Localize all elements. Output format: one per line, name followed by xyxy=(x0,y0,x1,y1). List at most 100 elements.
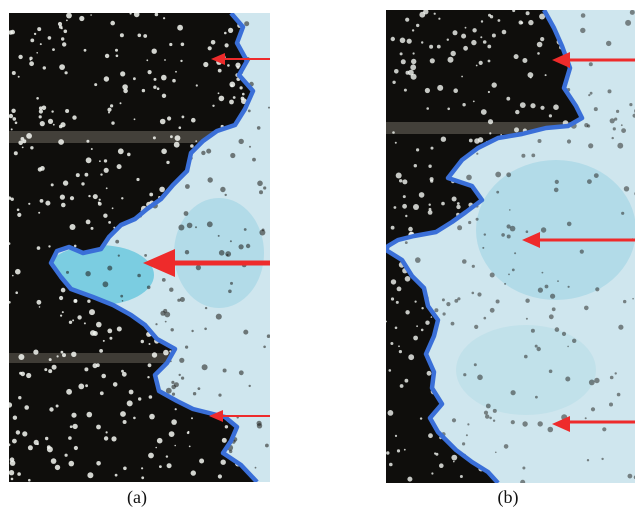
pore xyxy=(10,29,15,35)
pore xyxy=(394,141,397,144)
pore xyxy=(454,299,459,303)
pore xyxy=(402,203,407,209)
pore xyxy=(428,203,431,206)
pore xyxy=(450,321,455,326)
pore xyxy=(104,53,110,59)
pore xyxy=(30,38,35,43)
pore xyxy=(540,37,545,42)
pore xyxy=(240,96,245,101)
pore xyxy=(228,289,232,294)
pore xyxy=(29,56,33,60)
pore xyxy=(252,157,256,162)
pore xyxy=(229,99,234,105)
pore xyxy=(428,164,432,168)
pore xyxy=(83,48,87,52)
pore xyxy=(175,70,177,73)
photo-panel-b xyxy=(386,10,635,483)
pore xyxy=(403,88,407,92)
pore xyxy=(161,74,167,81)
pore xyxy=(122,420,127,424)
pore xyxy=(89,309,95,316)
gray-band-a2 xyxy=(9,353,270,363)
pore xyxy=(59,194,65,200)
pore xyxy=(489,416,492,420)
pore xyxy=(614,117,618,121)
pore xyxy=(588,379,595,386)
pore xyxy=(121,197,124,200)
pore xyxy=(257,180,263,187)
pore xyxy=(102,339,105,342)
pore xyxy=(420,328,424,332)
pore xyxy=(510,420,515,425)
pore xyxy=(536,346,541,352)
pore xyxy=(58,139,64,145)
pore xyxy=(9,460,16,466)
pore xyxy=(245,243,251,249)
pore xyxy=(168,431,175,437)
pore xyxy=(161,93,167,99)
pore xyxy=(520,21,524,25)
pore xyxy=(476,152,479,155)
pore xyxy=(413,335,418,341)
pore xyxy=(394,69,399,74)
pore xyxy=(238,138,244,145)
pore xyxy=(149,192,154,197)
pore xyxy=(16,208,20,212)
pore xyxy=(579,249,584,254)
pore xyxy=(137,33,142,38)
pore xyxy=(45,200,51,206)
pore xyxy=(116,164,122,170)
pore xyxy=(98,198,101,201)
pore xyxy=(188,445,191,448)
pore xyxy=(392,80,396,85)
pore xyxy=(436,44,441,49)
pore xyxy=(121,369,124,373)
pore xyxy=(554,327,560,332)
pore xyxy=(60,287,66,293)
pore xyxy=(508,273,510,276)
pore xyxy=(100,173,103,176)
pore xyxy=(390,279,397,285)
pore xyxy=(18,54,23,60)
arrow-middle-a xyxy=(143,249,270,277)
pore xyxy=(10,128,13,131)
pore xyxy=(429,44,434,49)
pore xyxy=(496,190,500,194)
pore xyxy=(52,48,55,51)
pore xyxy=(10,477,14,481)
pore xyxy=(595,287,600,292)
pore xyxy=(430,316,433,318)
pore xyxy=(133,416,136,420)
pore xyxy=(515,109,520,115)
pore xyxy=(133,13,140,18)
pore xyxy=(212,104,215,108)
pore xyxy=(165,387,172,394)
pore xyxy=(180,42,185,47)
pore xyxy=(398,350,402,354)
pore xyxy=(133,118,136,121)
pore xyxy=(141,476,145,480)
pore xyxy=(242,92,245,96)
pore xyxy=(393,206,397,209)
pore xyxy=(86,139,90,143)
pore xyxy=(519,102,526,108)
pore xyxy=(60,314,63,317)
pore xyxy=(21,146,24,149)
pore xyxy=(120,71,126,77)
pore xyxy=(427,210,433,215)
pore xyxy=(586,459,590,462)
arrow-bottom-b xyxy=(552,416,635,432)
pore xyxy=(166,160,170,165)
pore xyxy=(96,424,101,430)
pore xyxy=(38,106,43,110)
pore xyxy=(461,33,467,39)
pore xyxy=(480,20,484,23)
pore xyxy=(464,26,467,29)
pore xyxy=(206,221,213,228)
pore xyxy=(192,392,197,396)
pore xyxy=(81,182,85,186)
pore xyxy=(495,299,500,304)
pore xyxy=(170,328,174,332)
pore xyxy=(475,217,479,221)
pore xyxy=(33,439,39,445)
